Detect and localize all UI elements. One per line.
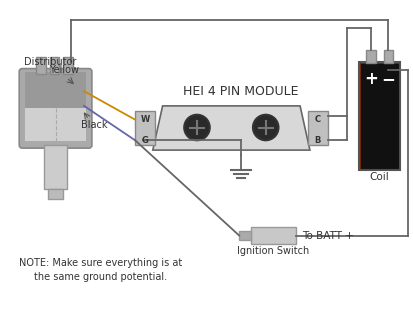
Text: the same ground potential.: the same ground potential. [34,272,167,282]
Bar [250,227,295,244]
Polygon shape [152,106,309,150]
Bar [135,111,154,145]
Text: Distributor: Distributor [24,57,76,67]
Text: Ignition Switch: Ignition Switch [237,246,309,256]
Bar [239,231,250,241]
FancyBboxPatch shape [19,69,92,148]
Text: To BATT +: To BATT + [301,231,353,241]
Text: Black: Black [81,119,107,130]
Text: HEI 4 PIN MODULE: HEI 4 PIN MODULE [183,85,298,98]
Text: W: W [140,115,149,124]
Bar [44,145,67,189]
Bar [63,57,73,74]
Text: C: C [314,115,320,124]
Text: +: + [363,70,377,88]
Text: B: B [314,136,320,145]
Text: NOTE: Make sure everything is at: NOTE: Make sure everything is at [19,258,182,268]
Text: Coil: Coil [369,171,389,182]
Bar [365,50,375,63]
Bar [359,63,398,169]
Bar [36,57,45,74]
Text: G: G [141,136,148,145]
Bar [307,111,327,145]
Circle shape [184,115,209,140]
Text: Yellow: Yellow [49,65,79,76]
Bar [382,50,392,63]
Circle shape [252,115,278,140]
Bar [50,57,59,74]
Bar [25,108,86,141]
Bar [47,189,63,199]
Bar [25,72,86,108]
Bar [358,62,399,170]
Text: −: − [381,70,394,88]
